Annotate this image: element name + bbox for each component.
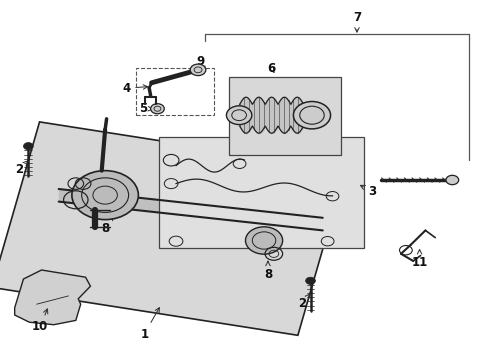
Circle shape [445,175,458,185]
Polygon shape [59,189,322,230]
Text: 5: 5 [139,102,152,114]
Circle shape [190,64,205,76]
Text: 6: 6 [267,62,275,75]
Text: 8: 8 [264,261,271,281]
Text: 2: 2 [16,160,28,176]
Text: 2: 2 [298,294,309,310]
Text: 11: 11 [410,249,427,269]
Circle shape [150,104,164,114]
Text: 7: 7 [352,11,360,32]
Circle shape [23,143,33,150]
Text: 1: 1 [140,308,159,341]
Circle shape [293,102,330,129]
Circle shape [245,227,282,254]
Text: 9: 9 [196,55,204,71]
Polygon shape [0,122,345,335]
Text: 3: 3 [360,185,376,198]
Text: 4: 4 [122,82,147,95]
Text: 8: 8 [101,216,113,235]
Circle shape [305,277,315,284]
Circle shape [226,106,251,125]
Bar [159,137,364,248]
Text: 10: 10 [32,309,48,333]
Circle shape [72,171,138,220]
Bar [228,77,341,155]
Polygon shape [15,270,90,325]
